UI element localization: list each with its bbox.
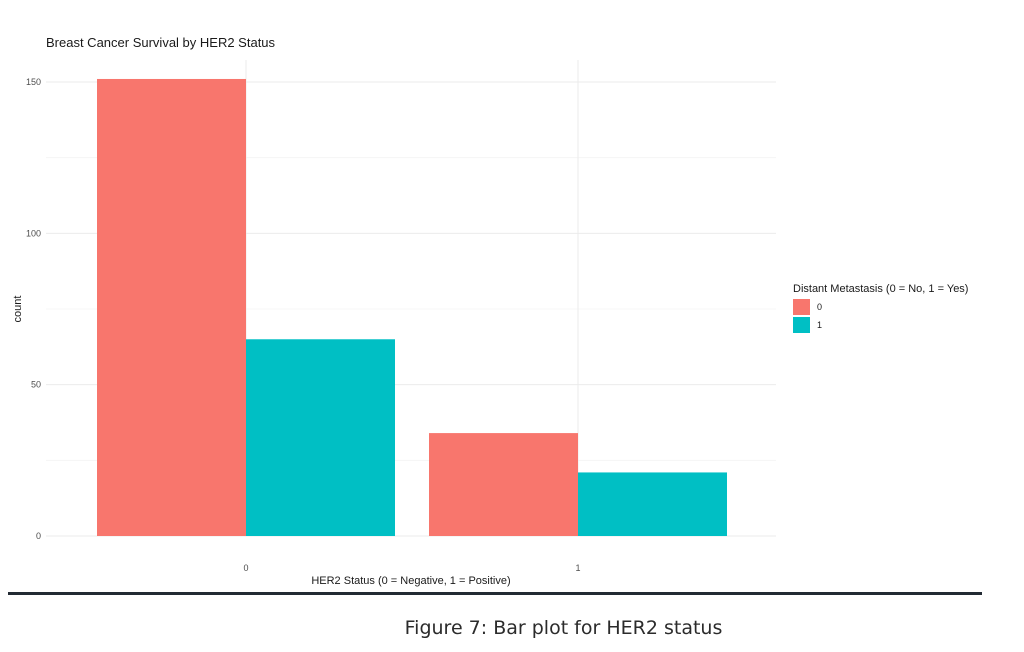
chart-title: Breast Cancer Survival by HER2 Status [46,35,276,50]
legend: Distant Metastasis (0 = No, 1 = Yes) 0 1 [793,283,968,333]
y-tick-labels: 0 50 100 150 [26,77,41,541]
y-tick-label: 0 [36,531,41,541]
x-tick-label: 1 [575,563,580,573]
legend-label-0: 0 [817,302,822,312]
divider-line [8,592,982,595]
legend-label-1: 1 [817,320,822,330]
bar-her2-1-metastasis-1 [578,472,727,536]
legend-key-1 [793,317,810,333]
x-tick-label: 0 [243,563,248,573]
figure-caption: Figure 7: Bar plot for HER2 status [404,617,723,639]
y-tick-label: 50 [31,380,41,390]
legend-title: Distant Metastasis (0 = No, 1 = Yes) [793,283,968,295]
x-axis-label: HER2 Status (0 = Negative, 1 = Positive) [311,575,510,587]
bar-her2-0-metastasis-0 [97,78,246,537]
y-tick-label: 100 [26,228,41,238]
bar-her2-0-metastasis-1 [246,339,395,536]
bars-group [97,78,727,537]
legend-key-0 [793,299,810,315]
y-tick-label: 150 [26,77,41,87]
y-axis-label: count [12,296,24,323]
bar-her2-1-metastasis-0 [429,433,578,536]
